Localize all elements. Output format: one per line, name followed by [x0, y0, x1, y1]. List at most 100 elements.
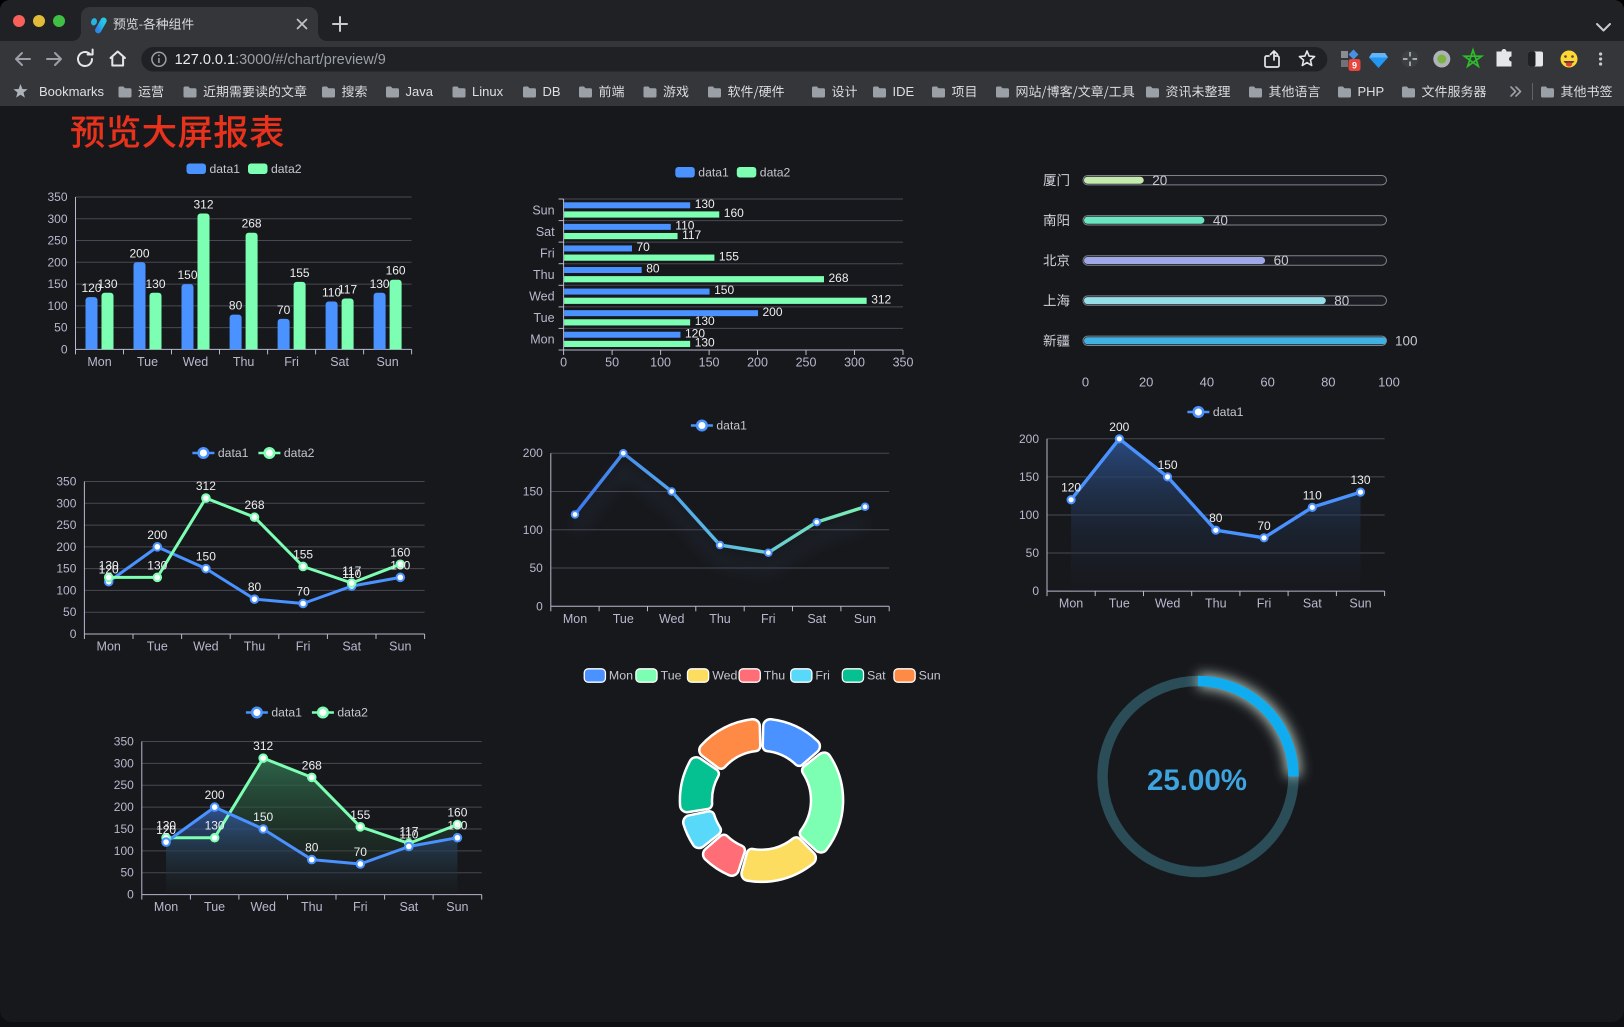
svg-text:50: 50 — [54, 321, 68, 335]
svg-text:Wed: Wed — [659, 612, 685, 626]
svg-text:130: 130 — [156, 819, 176, 833]
svg-text:200: 200 — [205, 788, 225, 802]
svg-text:80: 80 — [1321, 375, 1335, 390]
svg-text:Fri: Fri — [1257, 597, 1272, 611]
svg-text:Thu: Thu — [533, 268, 555, 282]
svg-text:120: 120 — [156, 823, 176, 837]
svg-text:130: 130 — [97, 277, 117, 291]
svg-text:Mon: Mon — [97, 640, 121, 654]
svg-text:DB: DB — [543, 84, 561, 99]
svg-text:150: 150 — [714, 283, 734, 297]
svg-text:data1: data1 — [218, 446, 249, 460]
svg-text:127.0.0.1:3000/#/chart/preview: 127.0.0.1:3000/#/chart/preview/9 — [175, 52, 386, 68]
svg-text:200: 200 — [763, 305, 783, 319]
svg-text:Mon: Mon — [530, 333, 554, 347]
svg-text:Sun: Sun — [854, 612, 876, 626]
svg-text:0: 0 — [1082, 375, 1089, 390]
svg-text:100: 100 — [114, 844, 134, 858]
svg-text:150: 150 — [1158, 458, 1178, 472]
svg-text:160: 160 — [390, 545, 410, 559]
svg-text:350: 350 — [893, 356, 914, 370]
svg-text:data1: data1 — [716, 419, 747, 433]
svg-text:60: 60 — [1274, 253, 1289, 268]
svg-text:130: 130 — [99, 558, 119, 572]
svg-text:IDE: IDE — [893, 84, 915, 99]
svg-text:PHP: PHP — [1358, 84, 1385, 99]
svg-text:80: 80 — [646, 262, 660, 276]
svg-text:Sat: Sat — [807, 612, 826, 626]
svg-text:130: 130 — [205, 819, 225, 833]
svg-text:150: 150 — [523, 485, 543, 499]
svg-text:250: 250 — [114, 778, 134, 792]
svg-text:60: 60 — [1260, 375, 1274, 390]
svg-text:100: 100 — [523, 523, 543, 537]
svg-text:Sun: Sun — [389, 640, 411, 654]
svg-text:Java: Java — [406, 84, 434, 99]
svg-text:Thu: Thu — [244, 640, 266, 654]
svg-text:40: 40 — [1200, 375, 1214, 390]
svg-text:50: 50 — [605, 356, 619, 370]
svg-text:312: 312 — [871, 293, 891, 307]
svg-text:200: 200 — [1109, 420, 1129, 434]
svg-text:Wed: Wed — [1155, 597, 1181, 611]
svg-text:0: 0 — [127, 888, 134, 902]
svg-text:20: 20 — [1139, 375, 1153, 390]
svg-text:Tue: Tue — [534, 311, 555, 325]
svg-text:150: 150 — [196, 550, 216, 564]
svg-text:200: 200 — [129, 246, 149, 260]
svg-text:130: 130 — [370, 277, 390, 291]
svg-text:data1: data1 — [1213, 405, 1244, 419]
svg-text:Fri: Fri — [296, 640, 311, 654]
svg-text:Tue: Tue — [1109, 597, 1130, 611]
svg-text:155: 155 — [350, 808, 370, 822]
svg-text:Sun: Sun — [919, 669, 941, 683]
svg-text:data2: data2 — [760, 166, 791, 180]
svg-text:120: 120 — [1061, 481, 1081, 495]
svg-text:312: 312 — [253, 739, 273, 753]
svg-text:70: 70 — [1257, 519, 1271, 533]
svg-text:70: 70 — [354, 845, 368, 859]
svg-text:155: 155 — [719, 249, 739, 263]
svg-text:110: 110 — [675, 219, 694, 233]
svg-text:Sat: Sat — [1303, 597, 1322, 611]
svg-text:Thu: Thu — [301, 900, 323, 914]
svg-text:130: 130 — [145, 277, 165, 291]
svg-text:110: 110 — [1303, 488, 1322, 502]
svg-text:70: 70 — [296, 585, 310, 599]
svg-text:Fri: Fri — [540, 246, 555, 260]
svg-text:117: 117 — [342, 564, 361, 578]
svg-text:Tue: Tue — [137, 355, 158, 369]
svg-text:130: 130 — [1350, 473, 1370, 487]
svg-text:312: 312 — [193, 198, 213, 212]
svg-text:110: 110 — [342, 567, 361, 581]
svg-text:117: 117 — [399, 824, 418, 838]
svg-text:Tue: Tue — [661, 669, 682, 683]
svg-text:50: 50 — [529, 561, 543, 575]
svg-text:70: 70 — [637, 240, 651, 254]
svg-text:80: 80 — [1334, 293, 1349, 308]
svg-text:268: 268 — [302, 758, 322, 772]
svg-text:data2: data2 — [337, 706, 368, 720]
svg-text:Mon: Mon — [609, 669, 633, 683]
svg-text:350: 350 — [114, 735, 134, 749]
svg-text:130: 130 — [695, 197, 715, 211]
svg-text:50: 50 — [120, 866, 134, 880]
svg-text:150: 150 — [699, 356, 720, 370]
svg-text:Thu: Thu — [709, 612, 731, 626]
svg-text:0: 0 — [560, 356, 567, 370]
svg-text:155: 155 — [293, 548, 313, 562]
svg-text:Thu: Thu — [1205, 597, 1227, 611]
svg-text:150: 150 — [56, 562, 76, 576]
svg-text:Wed: Wed — [183, 355, 209, 369]
svg-text:300: 300 — [844, 356, 865, 370]
svg-text:Thu: Thu — [233, 355, 255, 369]
svg-text:268: 268 — [244, 498, 264, 512]
svg-text:data2: data2 — [284, 446, 315, 460]
svg-text:9: 9 — [1352, 61, 1357, 71]
svg-text:70: 70 — [277, 303, 291, 317]
svg-text:data1: data1 — [698, 166, 729, 180]
svg-text:300: 300 — [47, 212, 67, 226]
svg-text:20: 20 — [1152, 173, 1167, 188]
svg-text:Sat: Sat — [330, 355, 349, 369]
svg-text:data1: data1 — [210, 162, 241, 176]
